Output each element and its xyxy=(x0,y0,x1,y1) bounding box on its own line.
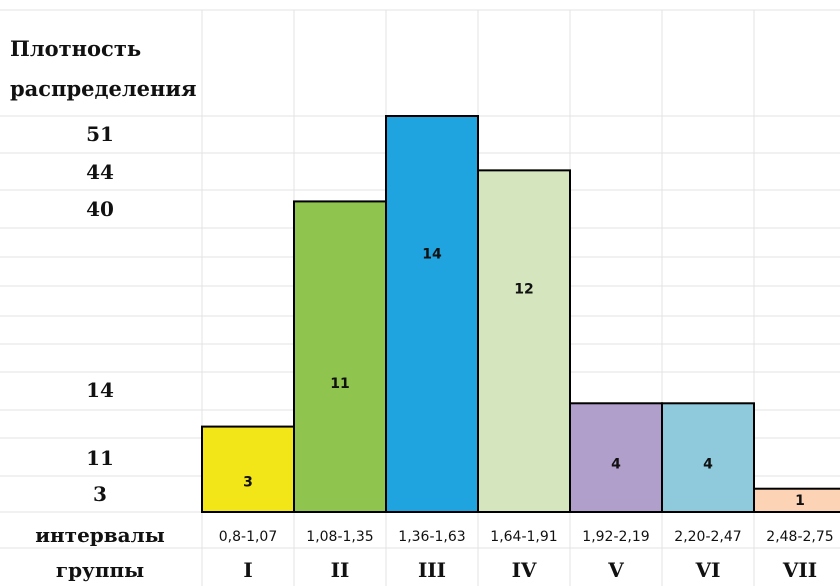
y-tick-label: 3 xyxy=(93,482,107,506)
y-tick-label: 44 xyxy=(86,160,114,184)
bar-IV xyxy=(477,169,571,513)
data-label-I: 3 xyxy=(243,474,253,490)
bars xyxy=(201,115,840,514)
bar-I xyxy=(201,425,295,513)
bar-VI xyxy=(661,402,755,514)
y-tick-label: 11 xyxy=(86,446,114,470)
data-labels: 3 11 14 12 4 4 1 xyxy=(243,247,805,509)
row-label-intervals: интервалы xyxy=(35,523,165,547)
group-label: IV xyxy=(512,558,537,582)
interval-labels: 0,8-1,07 1,08-1,35 1,36-1,63 1,64-1,91 1,92-… xyxy=(219,529,834,545)
interval-label: 1,64-1,91 xyxy=(490,529,557,545)
bar-III xyxy=(385,115,479,513)
group-label: II xyxy=(331,558,350,582)
y-axis-label-line-2: распределения xyxy=(10,76,196,101)
group-label: VI xyxy=(695,558,721,582)
data-label-IV: 12 xyxy=(514,281,533,297)
group-label: VII xyxy=(782,558,817,582)
y-tick-label: 51 xyxy=(86,122,114,146)
interval-label: 1,08-1,35 xyxy=(306,529,373,545)
interval-label: 1,36-1,63 xyxy=(398,529,465,545)
y-axis-label-line-1: Плотность xyxy=(10,36,141,61)
y-tick-label: 14 xyxy=(86,378,114,402)
data-label-II: 11 xyxy=(330,376,349,392)
interval-label: 2,48-2,75 xyxy=(766,529,833,545)
interval-label: 0,8-1,07 xyxy=(219,529,278,545)
row-label-groups: группы xyxy=(56,558,144,582)
interval-label: 2,20-2,47 xyxy=(674,529,741,545)
bar-VII xyxy=(753,487,840,513)
bar-II xyxy=(293,200,387,513)
data-label-VI: 4 xyxy=(703,457,713,473)
group-label: I xyxy=(243,558,252,582)
group-label: III xyxy=(418,558,446,582)
bar-V xyxy=(569,402,663,514)
data-label-V: 4 xyxy=(611,457,621,473)
group-label: V xyxy=(607,558,624,582)
interval-label: 1,92-2,19 xyxy=(582,529,649,545)
y-tick-labels: 51 44 40 14 11 3 xyxy=(86,122,114,506)
data-label-III: 14 xyxy=(422,247,442,263)
y-tick-label: 40 xyxy=(86,197,114,221)
data-label-VII: 1 xyxy=(795,493,805,509)
group-labels: I II III IV V VI VII xyxy=(243,558,817,582)
